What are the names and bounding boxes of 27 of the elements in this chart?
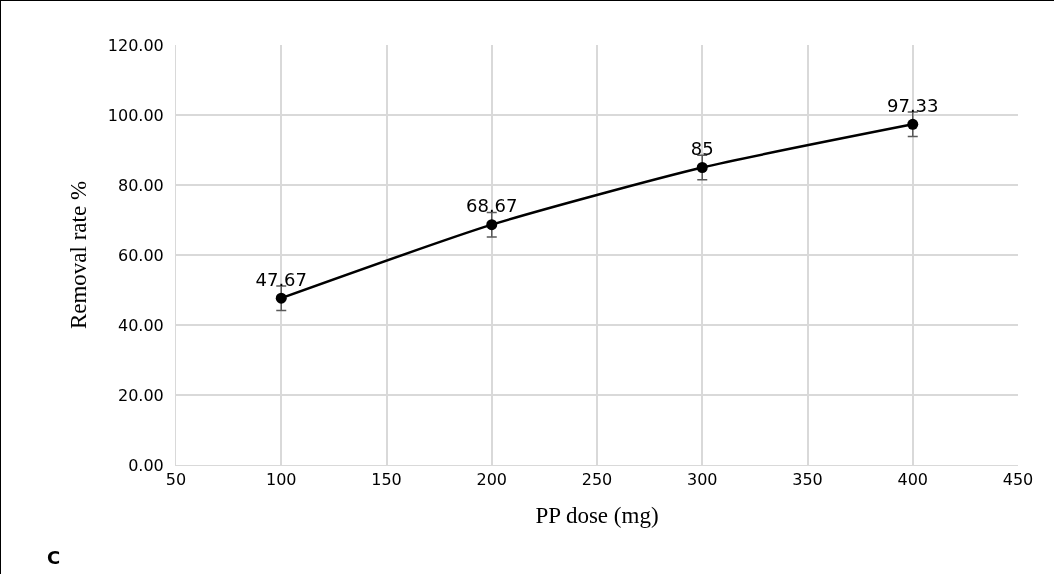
point (907, 118, 919, 130)
y-axis-title: Removal rate % (66, 180, 92, 330)
x-tick-label: 250 (581, 470, 613, 490)
data-label: 97.33 (886, 94, 939, 116)
x-tick-label: 200 (476, 470, 508, 490)
y-tick-label: 120.00 (107, 35, 164, 55)
x-tick-label: 400 (897, 470, 929, 490)
point (275, 292, 287, 304)
y-tick-label: 80.00 (117, 175, 164, 195)
x-tick-label: 350 (792, 470, 823, 490)
y-tick-label: 60.00 (117, 245, 164, 265)
x-tick-label: 150 (371, 470, 402, 490)
x-tick-label: 100 (265, 470, 297, 490)
data-label: 47.67 (255, 268, 308, 290)
data-label: 68.67 (465, 195, 518, 217)
y-tick-label: 20.00 (117, 385, 164, 405)
text: C (47, 547, 61, 568)
x-axis-title: PP dose (mg) (535, 502, 659, 528)
point (696, 162, 708, 173)
y-tick-label: 100.00 (107, 105, 164, 125)
x-tick-label: 300 (686, 470, 718, 490)
y-tick-label: 40.00 (117, 315, 164, 335)
point (486, 219, 498, 231)
x-tick-label: 450 (1002, 470, 1034, 490)
x-tick-label: 50 (165, 470, 187, 490)
y-tick-label: 0.00 (128, 455, 164, 475)
data-label: 85 (690, 138, 714, 160)
